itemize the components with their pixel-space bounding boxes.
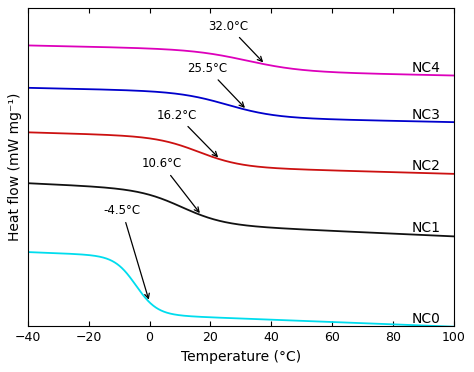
Text: 32.0°C: 32.0°C	[209, 20, 262, 61]
Text: NC4: NC4	[411, 61, 440, 75]
Text: NC2: NC2	[411, 159, 440, 173]
Text: -4.5°C: -4.5°C	[104, 204, 149, 298]
Y-axis label: Heat flow (mW mg⁻¹): Heat flow (mW mg⁻¹)	[9, 93, 22, 241]
Text: 16.2°C: 16.2°C	[157, 109, 217, 156]
Text: NC3: NC3	[411, 108, 440, 122]
Text: 25.5°C: 25.5°C	[187, 62, 244, 107]
Text: NC1: NC1	[411, 221, 440, 235]
Text: 10.6°C: 10.6°C	[142, 157, 199, 212]
X-axis label: Temperature (°C): Temperature (°C)	[181, 350, 301, 364]
Text: NC0: NC0	[411, 312, 440, 326]
